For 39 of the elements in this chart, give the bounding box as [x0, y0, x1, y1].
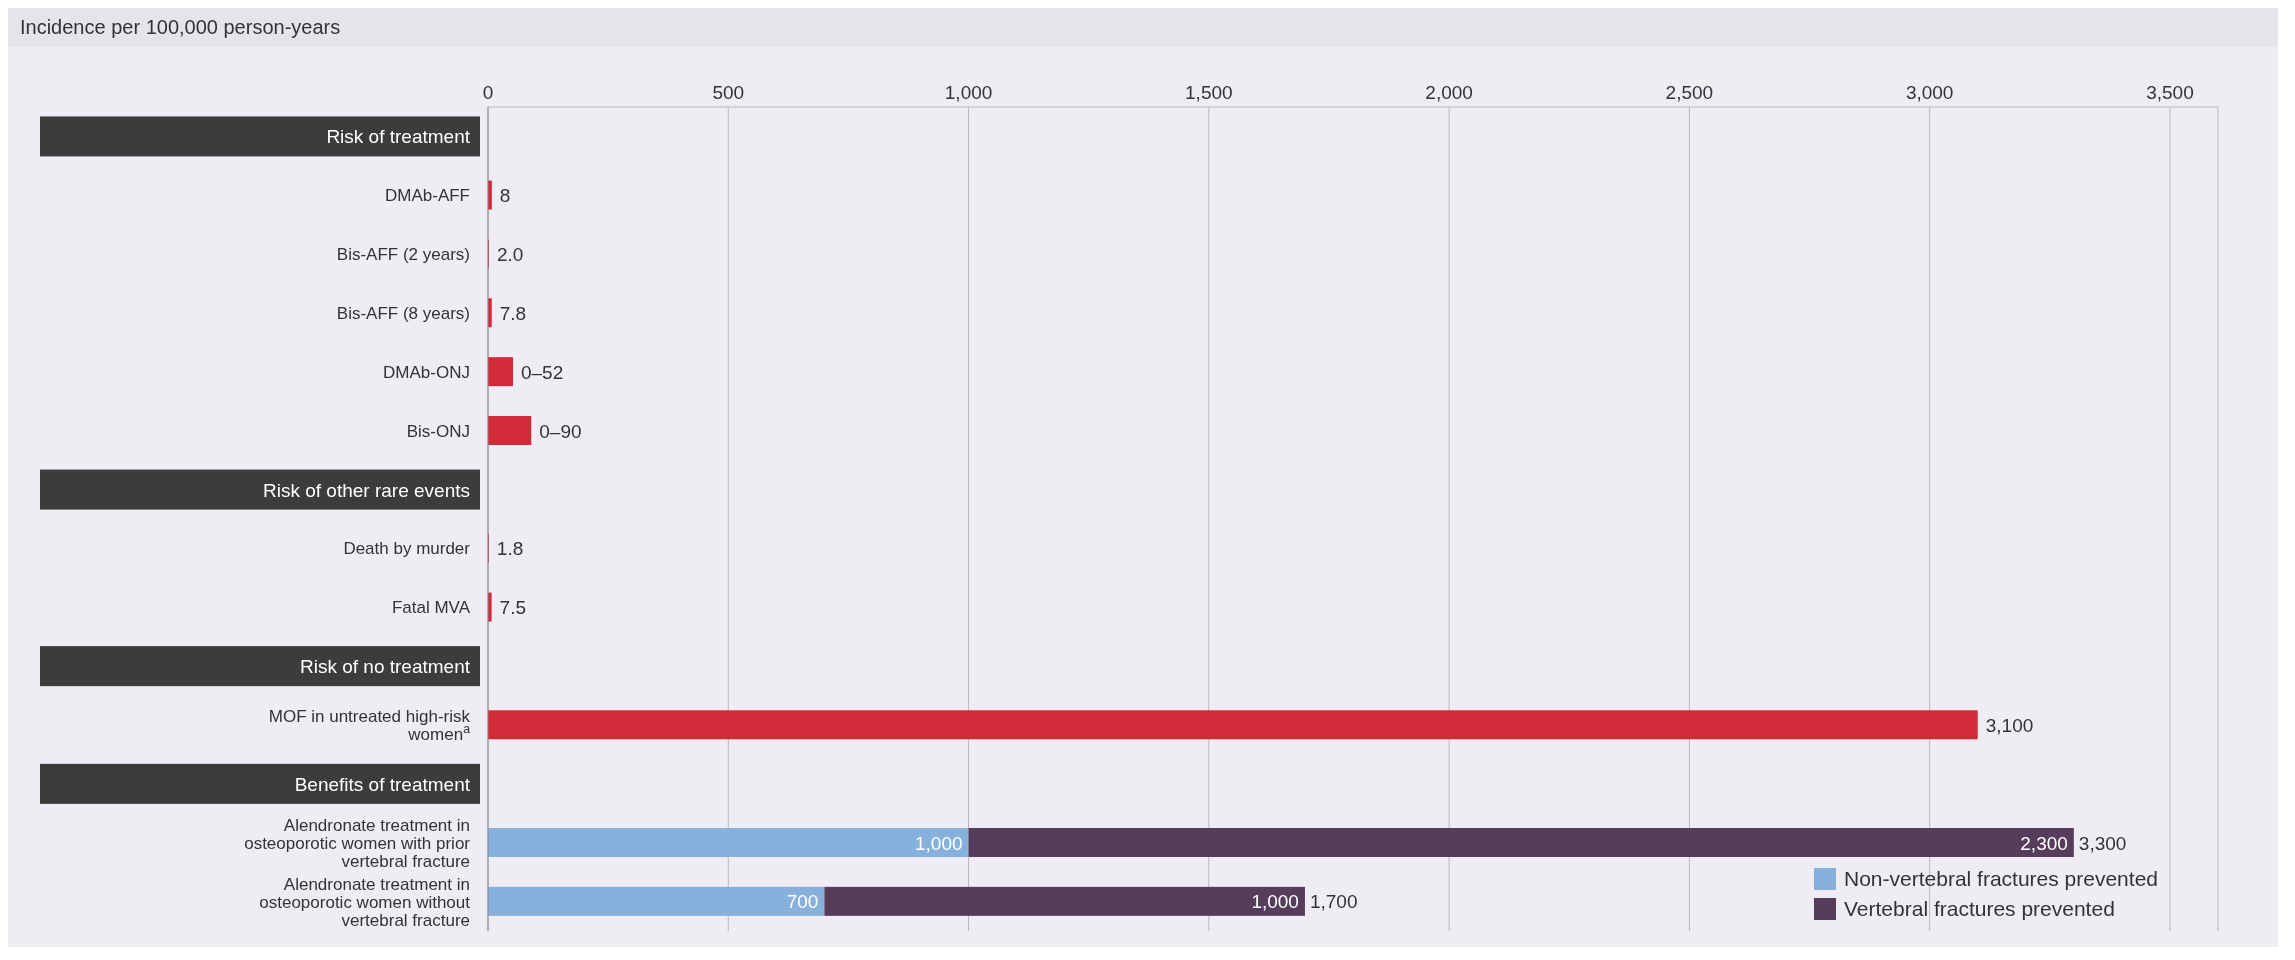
data-label: 2,300 [2020, 832, 2068, 854]
data-label: 3,100 [1985, 714, 2034, 736]
x-axis-title: Incidence per 100,000 person-years [8, 8, 2278, 47]
x-tick-label: 1,500 [1185, 82, 1233, 103]
data-label: 2.0 [496, 243, 524, 265]
x-tick-label: 3,500 [2146, 82, 2194, 103]
legend-label: Non-vertebral fractures prevented [1843, 867, 2158, 891]
data-label: 8 [499, 185, 511, 207]
y-tick-label: Bis-ONJ [406, 421, 470, 441]
y-tick-label: Benefits of treatment [294, 773, 471, 795]
y-tick-label: DMAb-AFF [385, 186, 470, 206]
y-tick-label: Risk of no treatment [299, 656, 471, 678]
y-tick-label: MOF in untreated high-risk women$^{a}$ [268, 707, 471, 744]
y-tick-label: Alendronate treatment in osteoporotic women without vertebral fracture [259, 874, 471, 930]
x-tick-label: 500 [712, 82, 745, 103]
data-label: 1.8 [496, 538, 524, 560]
data-label: 7.5 [499, 597, 527, 619]
y-tick-label: Risk of other rare events [263, 479, 470, 501]
legend-label: Vertebral fractures prevented [1843, 897, 2116, 921]
y-tick-label: Alendronate treatment in osteoporotic women with prior vertebral fracture [244, 815, 471, 871]
y-tick-label: Bis-AFF (8 years) [336, 304, 470, 323]
x-tick-label: 1,000 [944, 82, 993, 103]
data-label: 7.8 [499, 302, 527, 324]
y-tick-label: Fatal MVA [391, 598, 471, 618]
y-tick-label: Risk of treatment [326, 126, 471, 148]
data-label: 1,000 [915, 832, 963, 854]
data-label: 700 [786, 891, 819, 913]
y-tick-label: Bis-AFF (2 years) [336, 245, 470, 265]
data-label: 0–52 [520, 361, 564, 383]
y-tick-label: DMAb-ONJ [383, 362, 470, 382]
y-tick-label: Death by murder [343, 539, 471, 559]
total-label: 1,700 [1309, 891, 1358, 913]
data-label: 1,000 [1251, 891, 1299, 913]
x-tick-label: 0 [482, 82, 494, 103]
data-label: 0–90 [539, 420, 582, 442]
total-label: 3,300 [2078, 832, 2127, 854]
x-tick-label: 2,500 [1665, 82, 1714, 103]
x-tick-label: 2,000 [1425, 82, 1473, 103]
x-tick-label: 3,000 [1905, 82, 1954, 103]
